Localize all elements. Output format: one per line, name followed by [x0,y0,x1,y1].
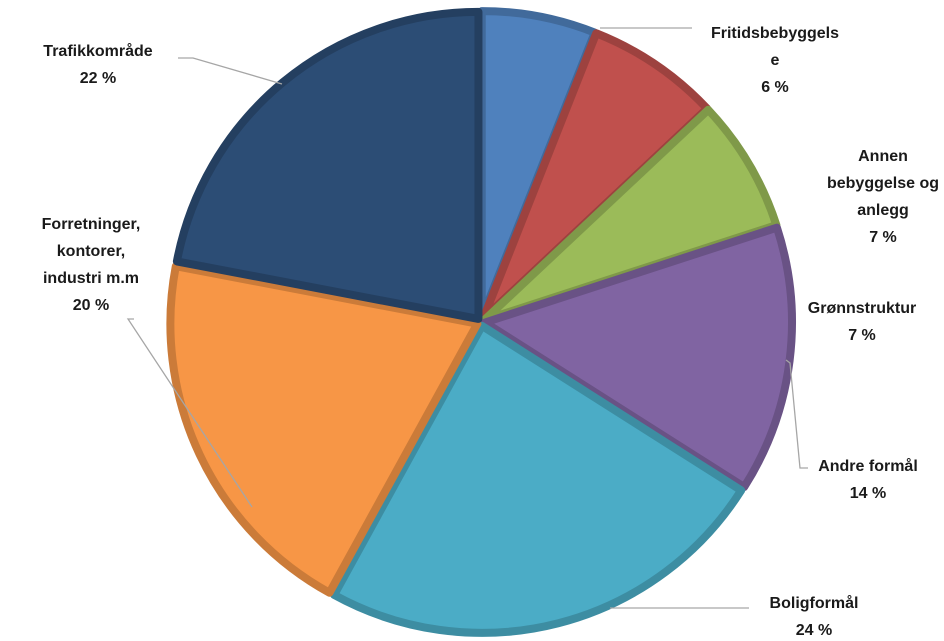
leader-line [126,318,253,508]
pie-slice [480,223,796,491]
pie-slices [166,7,796,637]
slice-name-label: Annen [858,148,908,165]
pie-slice [479,29,712,323]
pie-slice [480,105,781,324]
pie-slice [166,262,482,597]
slice-name-label: e [771,52,780,69]
slice-labels: Fritidsbebyggels e 6 % Annen bebyggelse og an… [42,25,939,639]
slice-value-label: 6 % [761,79,789,96]
slice-value-label: 22 % [80,70,116,87]
slice-label: Fritidsbebyggels e 6 % [711,25,839,96]
slice-name-label: anlegg [857,202,909,219]
pie-slice [172,7,483,323]
slice-name-label: Grønnstruktur [808,300,916,317]
pie-slice [330,321,746,637]
leader-lines [126,27,808,609]
slice-name-label: bebyggelse og [827,175,939,192]
slice-name-label: Andre formål [818,457,918,475]
slice-value-label: 24 % [796,622,832,639]
leader-line [178,57,283,85]
slice-value-label: 7 % [869,229,897,246]
slice-name-label: kontorer, [57,243,125,260]
slice-name-label: Fritidsbebyggels [711,25,839,42]
slice-label: Andre formål 14 % [818,457,918,502]
slice-value-label: 20 % [73,297,109,314]
slice-value-label: 14 % [850,485,886,502]
slice-value-label: 7 % [848,327,876,344]
slice-label: Grønnstruktur 7 % [808,300,916,344]
slice-name-label: Boligformål [770,594,859,612]
slice-label: Trafikkområde 22 % [43,42,152,87]
slice-label: Boligformål 24 % [770,594,859,639]
slice-name-label: Trafikkområde [43,42,152,60]
leader-line [785,359,808,469]
slice-name-label: industri m.m [43,270,139,287]
slice-name-label: Forretninger, [42,216,141,233]
slice-label: Annen bebyggelse og anlegg 7 % [827,148,939,246]
slice-label: Forretninger, kontorer, industri m.m 20 % [42,216,141,314]
